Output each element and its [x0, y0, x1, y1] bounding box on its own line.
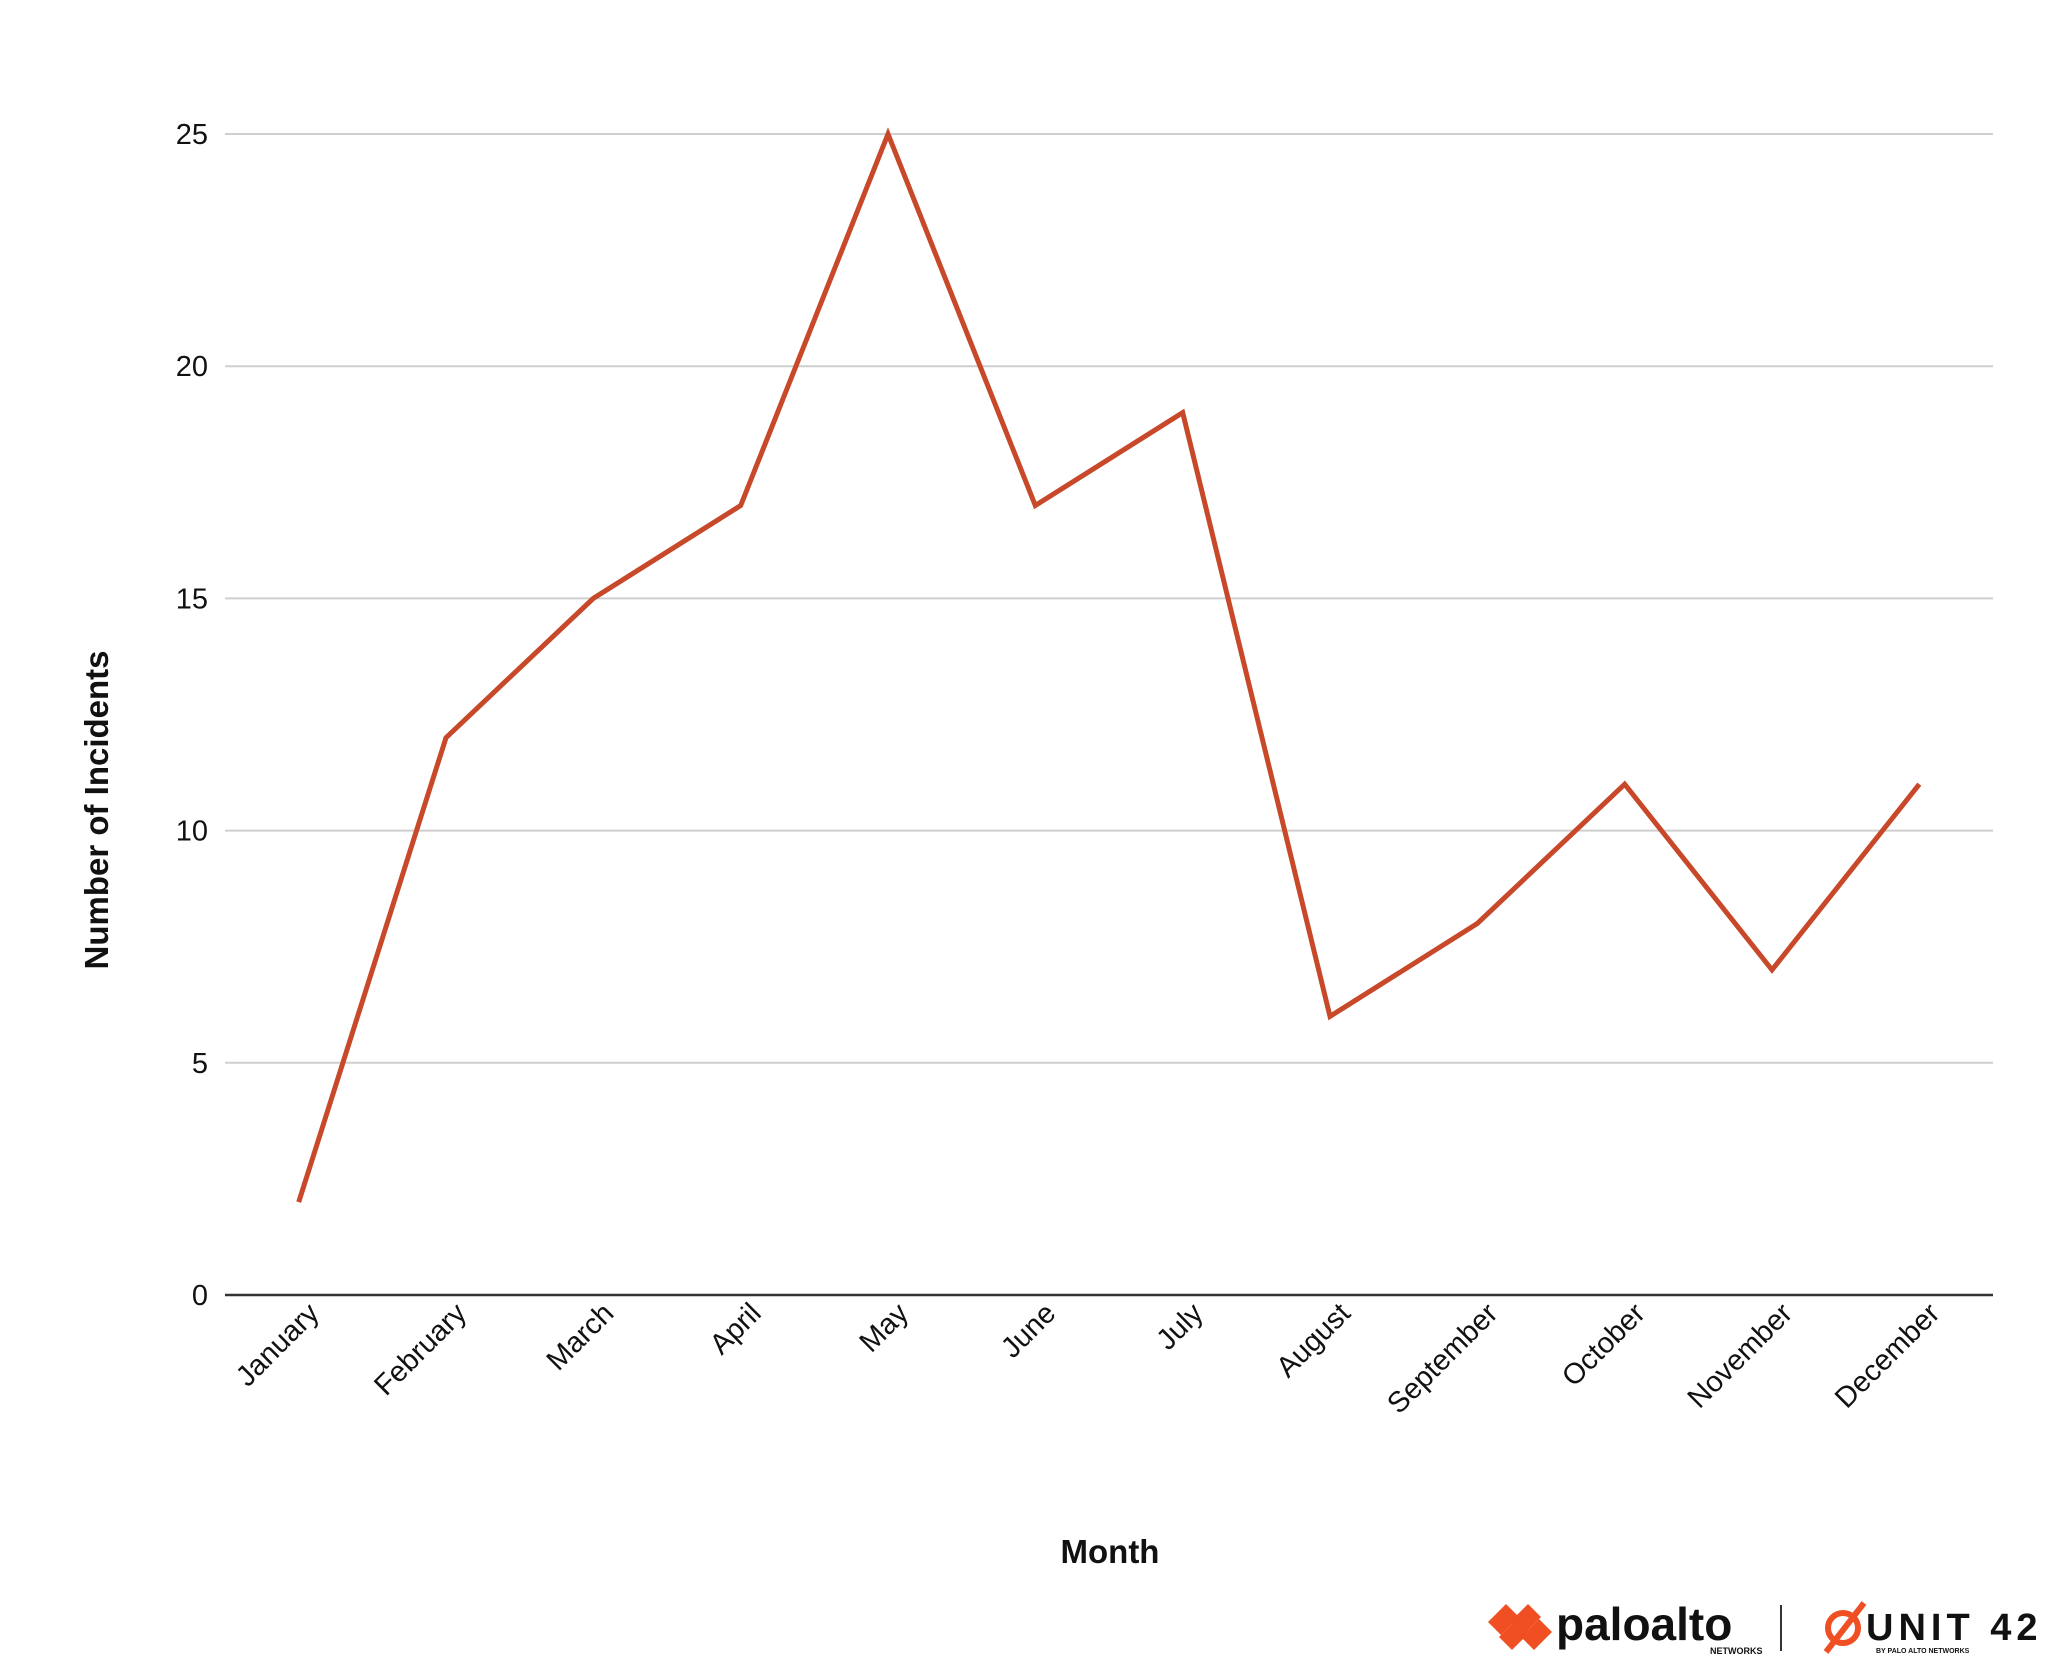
x-tick-label: November [1682, 1297, 1799, 1414]
gridlines [225, 133, 1993, 1297]
x-tick-label: October [1556, 1297, 1652, 1393]
unit42-emblem-icon [1823, 1601, 1867, 1654]
x-tick-label: March [541, 1297, 621, 1377]
x-tick-label: July [1151, 1297, 1210, 1356]
y-tick-label: 10 [176, 816, 208, 848]
y-tick-label: 20 [176, 351, 208, 383]
x-tick-label: April [704, 1297, 768, 1361]
y-tick-label: 15 [176, 583, 208, 615]
x-tick-label: January [230, 1297, 326, 1393]
unit42-subtitle: BY PALO ALTO NETWORKS [1876, 1648, 1970, 1655]
x-tick-label: August [1270, 1297, 1356, 1383]
x-tick-label: September [1381, 1297, 1504, 1420]
y-tick-label: 0 [192, 1280, 208, 1312]
y-tick-label: 5 [192, 1048, 208, 1080]
x-axis-ticks: January February March April May June July Augu… [230, 1297, 1946, 1420]
x-tick-label: May [854, 1297, 916, 1359]
series-layer [296, 127, 1922, 1203]
unit42-wordmark: UNIT 42 [1866, 1607, 2042, 1649]
unit42-logo: UNIT 42 BY PALO ALTO NETWORKS [1823, 1601, 2042, 1655]
y-axis-ticks: 0 5 10 15 20 25 [176, 119, 208, 1312]
x-tick-label: February [368, 1297, 473, 1402]
paloalto-wordmark: paloalto [1556, 1598, 1732, 1650]
paloalto-logo: paloalto NETWORKS [1488, 1598, 1763, 1656]
x-tick-label: December [1829, 1297, 1946, 1414]
x-axis-title: Month [1061, 1533, 1160, 1570]
y-axis-title: Number of Incidents [78, 650, 115, 969]
series-line [296, 127, 1922, 1203]
paloalto-chevrons-icon [1488, 1604, 1552, 1650]
y-tick-label: 25 [176, 119, 208, 151]
x-tick-label: June [995, 1297, 1062, 1364]
paloalto-subtitle: NETWORKS [1710, 1646, 1763, 1656]
